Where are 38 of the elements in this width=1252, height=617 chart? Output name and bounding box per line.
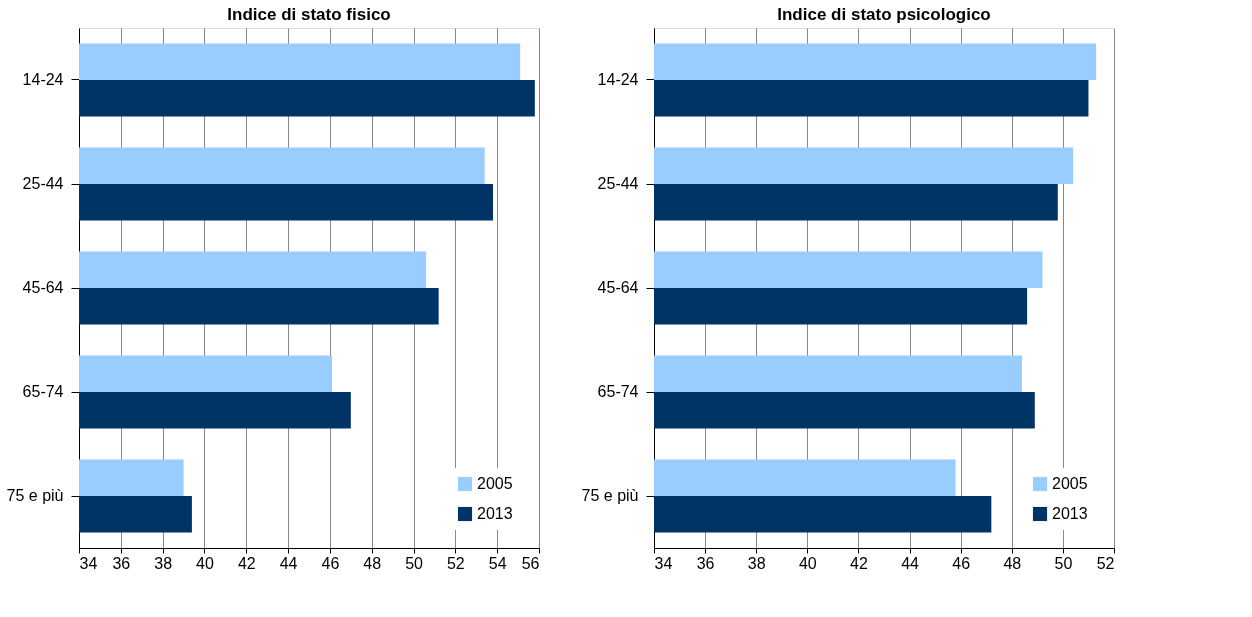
x-tick-label: 38	[154, 554, 173, 572]
x-tick-label: 40	[798, 554, 817, 572]
y-tick-label: 75 e più	[581, 487, 639, 504]
x-tick-label: 42	[237, 554, 256, 572]
x-tick-label: 34	[79, 554, 98, 572]
x-tick-label: 50	[1054, 554, 1073, 572]
x-tick-label: 48	[363, 554, 382, 572]
legend-label: 2005	[477, 475, 513, 492]
y-tick-label: 65-74	[22, 383, 64, 400]
x-tick-label: 44	[279, 554, 298, 572]
y-tick-label: 45-64	[597, 279, 639, 296]
x-tick-label: 46	[321, 554, 340, 572]
y-tick-label: 25-44	[22, 175, 64, 192]
x-tick-label: 36	[696, 554, 715, 572]
chart-title: Indice di stato psicologico	[777, 5, 991, 24]
x-tick-label: 46	[952, 554, 971, 572]
x-tick-label: 52	[446, 554, 465, 572]
y-tick-label: 45-64	[22, 279, 64, 296]
x-tick-label: 54	[488, 554, 507, 572]
x-tick-label: 42	[850, 554, 868, 572]
x-tick-label: 40	[196, 554, 214, 572]
legend-label: 2013	[477, 505, 513, 522]
legend-label: 2005	[1052, 475, 1088, 492]
x-tick-label: 48	[1003, 554, 1022, 572]
x-tick-label: 52	[1096, 554, 1115, 572]
y-tick-label: 75 e più	[6, 487, 64, 504]
x-tick-label: 50	[405, 554, 424, 572]
x-tick-label: 56	[521, 554, 540, 572]
x-tick-label: 34	[654, 554, 673, 572]
y-tick-label: 25-44	[597, 175, 639, 192]
chart-title: Indice di stato fisico	[227, 5, 391, 24]
legend-label: 2013	[1052, 505, 1088, 522]
x-tick-label: 44	[901, 554, 920, 572]
y-tick-label: 14-24	[22, 71, 64, 88]
y-tick-label: 65-74	[597, 383, 639, 400]
x-tick-label: 38	[747, 554, 766, 572]
y-tick-label: 14-24	[597, 71, 639, 88]
x-tick-label: 36	[112, 554, 131, 572]
